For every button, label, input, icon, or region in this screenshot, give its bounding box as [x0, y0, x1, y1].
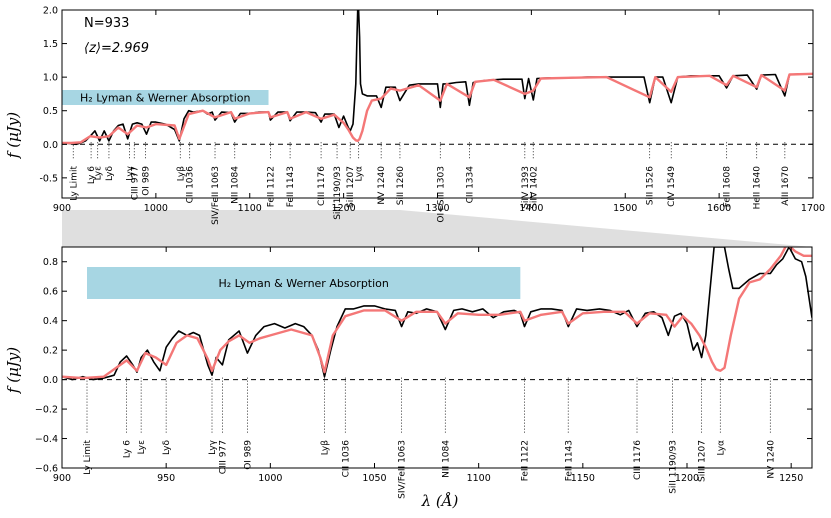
- y-tick-label: 0.0: [43, 375, 58, 386]
- y-tick-label: −0.6: [35, 464, 58, 475]
- line-label: Lyγ: [126, 165, 136, 181]
- x-tick-label: 1100: [238, 203, 262, 214]
- line-label: CIII 977: [218, 440, 228, 474]
- x-tick-label: 1500: [613, 203, 637, 214]
- model-spectrum-line: [62, 72, 813, 145]
- line-label: OI+SiII 1303: [436, 166, 446, 223]
- y-tick-label: 0.4: [43, 316, 58, 327]
- line-label: FeII 1122: [266, 166, 276, 207]
- line-label: FeII 1143: [564, 440, 574, 481]
- h2-band-label: H₂ Lyman & Werner Absorption: [80, 92, 250, 105]
- line-label: SiII 1260: [396, 166, 406, 206]
- x-tick-label: 1100: [467, 473, 491, 484]
- y-tick-label: 0.6: [43, 287, 58, 298]
- line-label: SIV/FeII 1063: [398, 440, 408, 499]
- observed-spectrum-line: [62, 247, 812, 381]
- line-label: NII 1084: [231, 166, 241, 204]
- line-label: Lyγ: [208, 439, 218, 455]
- n-label: N=933: [84, 16, 129, 31]
- line-label: CII 1036: [341, 440, 351, 478]
- line-label: SiII 1190/93: [333, 166, 343, 220]
- x-tick-label: 1200: [675, 473, 699, 484]
- line-label: NV 1240: [766, 440, 776, 479]
- line-label: Ly 6: [87, 166, 97, 184]
- y-tick-label: −0.4: [35, 434, 58, 445]
- line-label: SIV/FeII 1063: [211, 166, 221, 225]
- x-tick-label: 1000: [144, 203, 168, 214]
- y-tick-label: 0.5: [43, 106, 58, 117]
- x-tick-label: 1400: [519, 203, 543, 214]
- line-label: Lyδ: [162, 440, 172, 456]
- line-label: FeII 1608: [723, 166, 733, 208]
- line-label: OI 989: [142, 166, 152, 196]
- y-tick-label: 2.0: [43, 6, 58, 17]
- y-axis-label-bottom: f (μJy): [4, 347, 22, 394]
- line-label: FeII 1122: [521, 440, 531, 481]
- line-label: Lyβ: [321, 440, 331, 456]
- x-tick-label: 1000: [258, 473, 282, 484]
- line-label: SiIV 1393: [521, 166, 531, 209]
- line-label: CIII 1176: [317, 166, 327, 206]
- line-label: SiII 1190/93: [668, 440, 678, 494]
- line-label: NV 1240: [377, 166, 387, 205]
- line-label: HeII 1640: [753, 166, 763, 210]
- line-label: FeII 1143: [286, 166, 296, 207]
- line-label: Lyβ: [176, 166, 186, 182]
- line-label: SiIII 1207: [346, 166, 356, 208]
- line-label: CII 1334: [465, 166, 475, 204]
- line-label: Lyδ: [105, 166, 115, 182]
- x-tick-label: 1600: [707, 203, 731, 214]
- x-tick-label: 1300: [425, 203, 449, 214]
- line-label: Ly Limit: [83, 440, 93, 475]
- x-tick-label: 900: [53, 203, 71, 214]
- line-label: OI 989: [243, 440, 253, 470]
- top-panel: H₂ Lyman & Werner Absorption Ly Limit Ly 6…: [39, 6, 825, 225]
- x-tick-label: 1250: [779, 473, 803, 484]
- line-label: Lyα: [716, 440, 726, 456]
- model-spectrum-line: [62, 247, 812, 380]
- h2-absorption-band: [62, 90, 269, 105]
- x-tick-label: 1050: [362, 473, 386, 484]
- x-tick-label: 1700: [801, 203, 825, 214]
- line-label: SiIV 1402: [529, 166, 539, 209]
- x-tick-label: 950: [157, 473, 175, 484]
- y-tick-label: 0.2: [43, 346, 58, 357]
- observed-spectrum-line: [62, 10, 813, 146]
- line-label: Lyε: [137, 440, 147, 455]
- x-axis-label: λ (Å): [421, 492, 459, 510]
- h2-absorption-band: [87, 267, 521, 299]
- y-axis-label-top: f (μJy): [4, 112, 22, 159]
- y-tick-label: -0.5: [39, 173, 58, 184]
- y-tick-label: 1.5: [43, 39, 58, 50]
- x-tick-label: 1150: [571, 473, 595, 484]
- line-label: CIII 977: [130, 166, 140, 200]
- x-tick-label: 900: [53, 473, 71, 484]
- y-tick-label: 1.0: [43, 73, 58, 84]
- zoom-connector-shade: [62, 210, 812, 247]
- line-label: CIV 1549: [667, 166, 677, 207]
- line-label: NII 1084: [441, 440, 451, 478]
- y-tick-label: 0.0: [43, 140, 58, 151]
- y-tick-label: 0.8: [43, 257, 58, 268]
- y-tick-label: −0.2: [35, 405, 58, 416]
- x-tick-label: 1200: [332, 203, 356, 214]
- z-label: ⟨z⟩=2.969: [84, 41, 149, 56]
- line-label: Lyε: [94, 166, 104, 181]
- line-label: Lyα: [355, 166, 365, 182]
- line-label: Ly 6: [123, 440, 133, 458]
- axes-frame: [61, 246, 813, 469]
- line-label: CII 1036: [186, 166, 196, 204]
- bottom-panel: H₂ Lyman & Werner Absorption Ly Limit Ly 6…: [35, 246, 813, 499]
- line-label: Ly Limit: [69, 166, 79, 201]
- line-label: SiII 1526: [646, 166, 656, 206]
- line-label: AlII 1670: [781, 166, 791, 206]
- line-label: CIII 1176: [633, 440, 643, 480]
- line-label: SiIII 1207: [698, 440, 708, 482]
- h2-band-label: H₂ Lyman & Werner Absorption: [218, 277, 388, 290]
